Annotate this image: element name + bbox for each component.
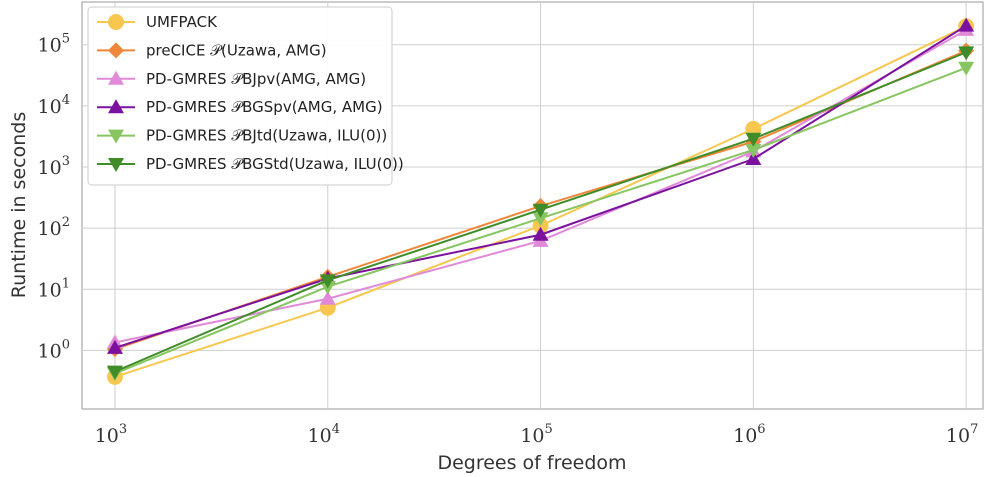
legend-item: PD-GMRES 𝒫BGSpv(AMG, AMG)	[97, 98, 383, 116]
data-point	[319, 290, 336, 305]
legend-item: UMFPACK	[97, 13, 218, 31]
legend: UMFPACK preCICE 𝒫(Uzawa, AMG) PD-GMRES 𝒫BJ…	[87, 6, 404, 186]
legend-item: preCICE 𝒫(Uzawa, AMG)	[97, 41, 327, 59]
data-point	[958, 17, 975, 32]
legend-marker	[108, 14, 124, 30]
legend-label: PD-GMRES 𝒫BJpv(AMG, AMG)	[146, 70, 366, 88]
data-point	[106, 339, 123, 354]
x-tick-label: 105	[520, 422, 552, 447]
y-axis-label: Runtime in seconds	[8, 112, 30, 298]
data-point	[745, 132, 762, 147]
x-tick-label: 103	[95, 422, 127, 447]
data-point	[532, 226, 549, 241]
data-point	[106, 365, 123, 380]
data-point	[319, 274, 336, 289]
data-point	[532, 203, 549, 218]
data-point	[745, 151, 762, 166]
series-layer	[106, 17, 975, 385]
legend-marker	[108, 99, 124, 114]
legend-marker	[108, 42, 124, 59]
y-tick-label: 100	[38, 337, 70, 362]
x-tick-label: 106	[733, 422, 765, 447]
data-point	[958, 61, 975, 76]
data-point	[958, 46, 975, 61]
legend-label: PD-GMRES 𝒫BGStd(Uzawa, ILU(0))	[146, 155, 404, 173]
legend-marker	[108, 70, 124, 85]
x-axis-label: Degrees of freedom	[437, 452, 626, 474]
legend-item: PD-GMRES 𝒫BGStd(Uzawa, ILU(0))	[97, 155, 404, 173]
legend-label: UMFPACK	[146, 13, 218, 31]
y-tick-label: 101	[38, 276, 70, 301]
x-tick-label: 107	[946, 422, 978, 447]
legend-item: PD-GMRES 𝒫BJpv(AMG, AMG)	[97, 70, 366, 88]
ticks: 103 104 105 106 107 100 101 102 103 104 105	[38, 32, 979, 447]
series-5	[106, 46, 975, 380]
y-tick-label: 103	[38, 154, 70, 179]
legend-marker	[108, 129, 124, 144]
legend-box	[87, 6, 393, 186]
legend-label: preCICE 𝒫(Uzawa, AMG)	[146, 41, 327, 59]
data-point	[532, 212, 549, 227]
y-tick-label: 104	[38, 93, 70, 118]
legend-label: PD-GMRES 𝒫BGSpv(AMG, AMG)	[146, 98, 383, 116]
legend-item: PD-GMRES 𝒫BJtd(Uzawa, ILU(0))	[97, 127, 387, 145]
data-point	[745, 143, 762, 158]
x-tick-label: 104	[308, 422, 340, 447]
y-tick-label: 105	[38, 32, 70, 57]
y-tick-label: 102	[38, 215, 70, 240]
legend-marker	[108, 158, 124, 172]
legend-label: PD-GMRES 𝒫BJtd(Uzawa, ILU(0))	[146, 127, 387, 145]
